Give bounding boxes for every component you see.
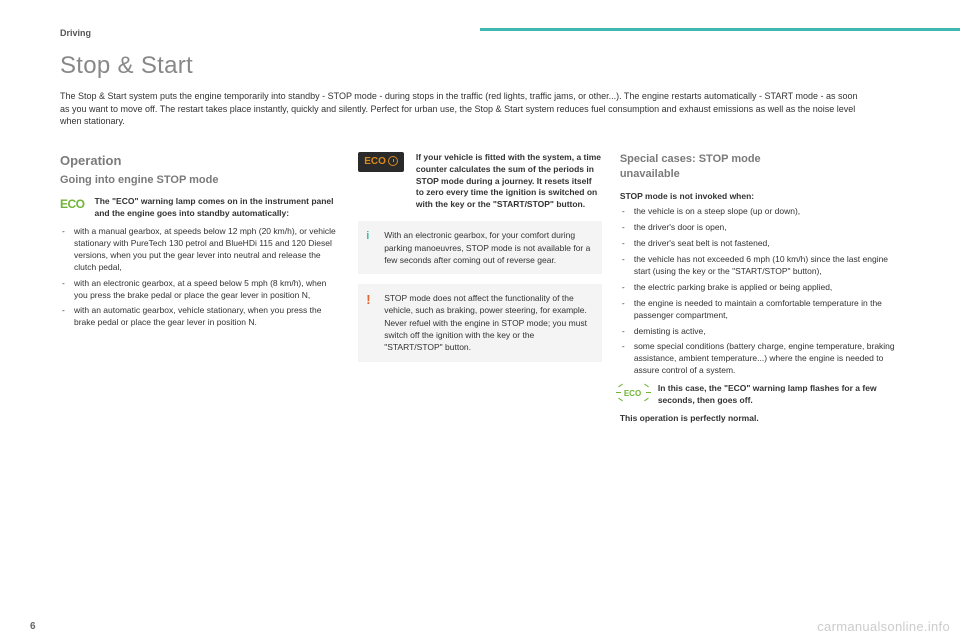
special-list: the vehicle is on a steep slope (up or d… [620, 206, 900, 377]
special-lead: STOP mode is not invoked when: [620, 191, 900, 203]
special-heading-a: Special cases: STOP mode [620, 152, 900, 167]
list-item: the vehicle has not exceeded 6 mph (10 k… [620, 254, 900, 278]
list-item: the driver's seat belt is not fastened, [620, 238, 900, 250]
eco-dark-icon: ECO [358, 152, 404, 172]
clock-icon [388, 156, 398, 166]
list-item: with an automatic gearbox, vehicle stati… [60, 305, 340, 329]
list-item: the driver's door is open, [620, 222, 900, 234]
list-item: the vehicle is on a steep slope (up or d… [620, 206, 900, 218]
flash-row: ECO In this case, the "ECO" warning lamp… [620, 383, 900, 407]
warning-icon: ! [366, 291, 370, 309]
eco-dark-text: ECO [364, 156, 386, 167]
content-columns: Operation Going into engine STOP mode EC… [60, 152, 900, 425]
list-item: with an electronic gearbox, at a speed b… [60, 278, 340, 302]
column-right: Special cases: STOP mode unavailable STO… [620, 152, 900, 425]
eco-lead-text: The "ECO" warning lamp comes on in the i… [95, 196, 341, 220]
info-icon: i [366, 229, 369, 244]
eco-flash-text: ECO [624, 388, 641, 399]
counter-text: If your vehicle is fitted with the syste… [416, 152, 602, 211]
closing-text: This operation is perfectly normal. [620, 413, 900, 425]
stop-mode-list: with a manual gearbox, at speeds below 1… [60, 226, 340, 329]
counter-row: ECO If your vehicle is fitted with the s… [358, 152, 602, 211]
list-item: some special conditions (battery charge,… [620, 341, 900, 377]
list-item: demisting is active, [620, 326, 900, 338]
flash-text: In this case, the "ECO" warning lamp fla… [658, 383, 900, 407]
column-left: Operation Going into engine STOP mode EC… [60, 152, 340, 425]
warning-note: ! STOP mode does not affect the function… [358, 284, 602, 362]
stop-mode-heading: Going into engine STOP mode [60, 173, 340, 188]
page-number: 6 [30, 621, 36, 632]
column-middle: ECO If your vehicle is fitted with the s… [358, 152, 602, 425]
list-item: with a manual gearbox, at speeds below 1… [60, 226, 340, 274]
warning-text: STOP mode does not affect the functional… [368, 292, 592, 354]
eco-flash-icon: ECO [620, 383, 648, 403]
list-item: the electric parking brake is applied or… [620, 282, 900, 294]
section-label: Driving [60, 28, 900, 38]
eco-icon: ECO [60, 196, 85, 213]
page-content: Driving Stop & Start The Stop & Start sy… [0, 0, 960, 445]
operation-heading: Operation [60, 152, 340, 170]
watermark: carmanualsonline.info [817, 619, 950, 634]
special-heading-b: unavailable [620, 167, 900, 182]
page-title: Stop & Start [60, 52, 900, 80]
info-text: With an electronic gearbox, for your com… [368, 229, 592, 266]
eco-lead-row: ECO The "ECO" warning lamp comes on in t… [60, 196, 340, 220]
info-note: i With an electronic gearbox, for your c… [358, 221, 602, 274]
list-item: the engine is needed to maintain a comfo… [620, 298, 900, 322]
intro-paragraph: The Stop & Start system puts the engine … [60, 90, 860, 128]
